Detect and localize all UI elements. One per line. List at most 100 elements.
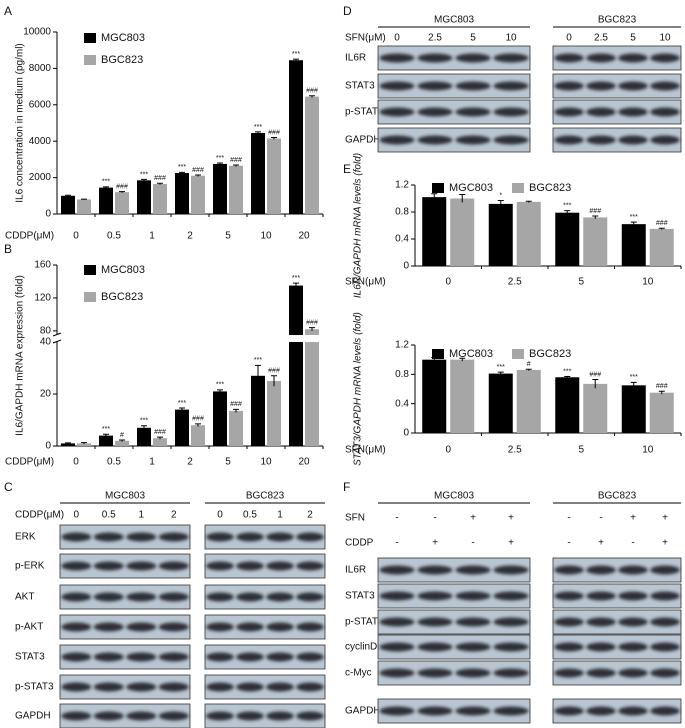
lane-label: 1	[277, 510, 283, 521]
blot-band	[126, 592, 157, 602]
bar	[229, 410, 243, 446]
lane-label: 10	[659, 33, 671, 44]
blot-band	[93, 592, 124, 602]
bar	[191, 425, 205, 446]
blot-band	[158, 592, 189, 602]
row-label: GAPDH	[345, 706, 381, 717]
blot-band	[586, 617, 616, 627]
legend-swatch	[432, 183, 444, 193]
significance-label: ***	[292, 275, 300, 282]
blot-band	[379, 706, 415, 716]
blot-band	[455, 53, 491, 63]
blot-band	[158, 561, 189, 571]
blot-band	[236, 652, 264, 662]
blot-band	[586, 668, 616, 678]
blot-band	[126, 652, 157, 662]
blot-band	[236, 561, 264, 571]
significance-label: ###	[589, 371, 601, 378]
blot-band	[455, 107, 491, 117]
x-tick-label: 1	[149, 231, 155, 242]
error-bar	[658, 390, 665, 395]
blot-band	[158, 532, 189, 542]
blot-band	[586, 53, 616, 63]
blot-band	[266, 622, 294, 632]
error-bar	[179, 407, 185, 412]
blot-band	[554, 81, 584, 91]
blot-band	[417, 107, 453, 117]
blot-band	[158, 682, 189, 692]
blot-band	[296, 652, 324, 662]
blot-band	[554, 565, 584, 575]
blot-band	[379, 668, 415, 678]
bar	[289, 285, 303, 446]
blot-band	[455, 642, 491, 652]
x-tick-label: 10	[260, 457, 272, 468]
row-label: cyclinD1	[345, 642, 383, 653]
error-bar	[271, 137, 277, 140]
blot-band	[206, 592, 234, 602]
blot-band	[379, 565, 415, 575]
blot-band	[379, 135, 415, 145]
blot-band	[417, 668, 453, 678]
x-tick-label: 2.5	[508, 445, 522, 456]
blot-band	[493, 591, 529, 601]
blot-band	[455, 617, 491, 627]
panel-label: F	[343, 480, 350, 494]
significance-label: ###	[589, 208, 601, 215]
bar	[77, 443, 91, 446]
blot-band	[493, 642, 529, 652]
lane-label: +	[662, 513, 668, 524]
legend-label: BGC823	[529, 348, 571, 360]
y-tick-label: 0.4	[395, 398, 409, 409]
row-label: p-AKT	[15, 622, 43, 633]
lane-label: 5	[630, 33, 636, 44]
y-tick-label: 1.2	[395, 340, 409, 351]
blot-band	[554, 107, 584, 117]
blot-band	[266, 711, 294, 721]
x-tick-label: 5	[225, 231, 231, 242]
blot-band	[236, 711, 264, 721]
blot-band	[554, 591, 584, 601]
significance-label: ***	[140, 171, 148, 178]
y-tick-label: 0	[403, 428, 409, 439]
error-bar	[119, 439, 125, 442]
blot-band	[266, 652, 294, 662]
blot-band	[296, 561, 324, 571]
blot-band	[650, 53, 680, 63]
significance-label: ***	[563, 202, 571, 209]
bar	[153, 183, 167, 214]
legend-swatch	[84, 33, 96, 43]
legend-label: MGC803	[101, 32, 145, 44]
blot-band	[417, 81, 453, 91]
blot-band	[493, 53, 529, 63]
group-label: BGC823	[246, 491, 285, 502]
blot-band	[650, 107, 680, 117]
bar	[621, 385, 646, 433]
bar	[99, 187, 113, 214]
x-tick-label: 2.5	[508, 277, 522, 288]
bar	[555, 212, 580, 266]
blot-band	[126, 532, 157, 542]
significance-label: ###	[268, 368, 280, 375]
blot-band	[61, 532, 92, 542]
condition-label: SFN(μM)	[345, 33, 386, 44]
blot-band	[158, 652, 189, 662]
blot-band	[417, 53, 453, 63]
blot-band	[618, 617, 648, 627]
x-axis-label: CDDP(μM)	[5, 457, 54, 468]
row-label: GAPDH	[345, 135, 381, 146]
bar	[621, 224, 646, 266]
blot-band	[236, 622, 264, 632]
legend-label: BGC823	[529, 182, 571, 194]
blot-band	[493, 107, 529, 117]
blot-band	[61, 682, 92, 692]
condition-label: SFN	[345, 513, 365, 524]
blot-band	[93, 622, 124, 632]
blot-band	[554, 617, 584, 627]
error-bar	[103, 433, 109, 437]
legend-swatch	[84, 265, 96, 275]
significance-label: ###	[306, 319, 318, 326]
y-tick-label: 2000	[29, 172, 52, 183]
significance-label: ***	[630, 374, 638, 381]
